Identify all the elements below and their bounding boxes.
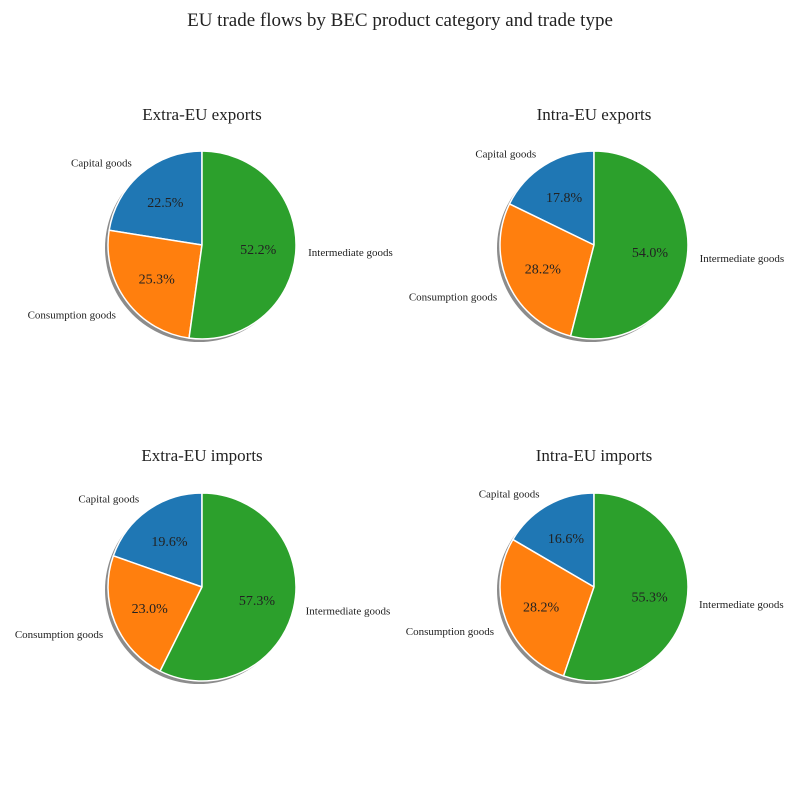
pie-extra-eu-imports: Extra-EU imports 19.6% Capital goods 23.0% C… [15,446,390,684]
pie-percent-label: 55.3% [632,590,669,605]
pie-percent-label: 28.2% [523,601,560,616]
pie-category-label: Intermediate goods [308,247,393,259]
pie-title: Intra-EU exports [537,105,652,124]
pie-category-label: Consumption goods [15,629,103,641]
pie-percent-label: 16.6% [548,532,585,547]
pie-category-label: Capital goods [479,488,540,500]
pie-slice-consumption-goods [499,538,595,677]
pie-category-label: Capital goods [475,148,536,160]
pie-category-label: Capital goods [78,494,139,506]
pie-slice-consumption-goods [499,203,595,337]
pie-percent-label: 25.3% [139,273,176,288]
pie-title: Intra-EU imports [536,446,653,465]
pie-slice-intermediate-goods [159,492,297,682]
pie-category-label: Intermediate goods [700,253,785,265]
pie-slice-consumption-goods [107,555,203,672]
pie-category-label: Capital goods [71,157,132,169]
pie-category-label: Intermediate goods [306,606,391,618]
pie-slice-capital-goods [512,492,595,588]
pie-category-label: Consumption goods [409,291,497,303]
figure-title: EU trade flows by BEC product category a… [187,10,613,31]
pie-slice-intermediate-goods [569,150,689,340]
pie-percent-label: 23.0% [132,602,169,617]
pie-title: Extra-EU exports [142,105,261,124]
pie-slice-intermediate-goods [188,150,297,340]
pie-slice-consumption-goods [107,229,203,339]
pie-intra-eu-imports: Intra-EU imports 16.6% Capital goods 28.2% C… [406,446,784,684]
pie-percent-label: 17.8% [546,191,583,206]
pie-percent-label: 22.5% [147,196,184,211]
pie-title: Extra-EU imports [141,446,262,465]
pie-category-label: Consumption goods [28,310,116,322]
pie-percent-label: 19.6% [151,535,188,550]
pie-intra-eu-exports: Intra-EU exports 17.8% Capital goods 28.2% C… [409,105,784,342]
pie-slice-capital-goods [108,150,203,246]
pie-percent-label: 52.2% [240,243,277,258]
pie-category-label: Intermediate goods [699,599,784,611]
pie-extra-eu-exports: Extra-EU exports 22.5% Capital goods 25.3% C… [28,105,393,342]
pie-slice-intermediate-goods [562,492,689,682]
pie-percent-label: 28.2% [525,263,562,278]
pie-percent-label: 57.3% [239,594,276,609]
pie-category-label: Consumption goods [406,626,494,638]
pie-percent-label: 54.0% [632,246,669,261]
pie-slice-capital-goods [508,150,595,246]
